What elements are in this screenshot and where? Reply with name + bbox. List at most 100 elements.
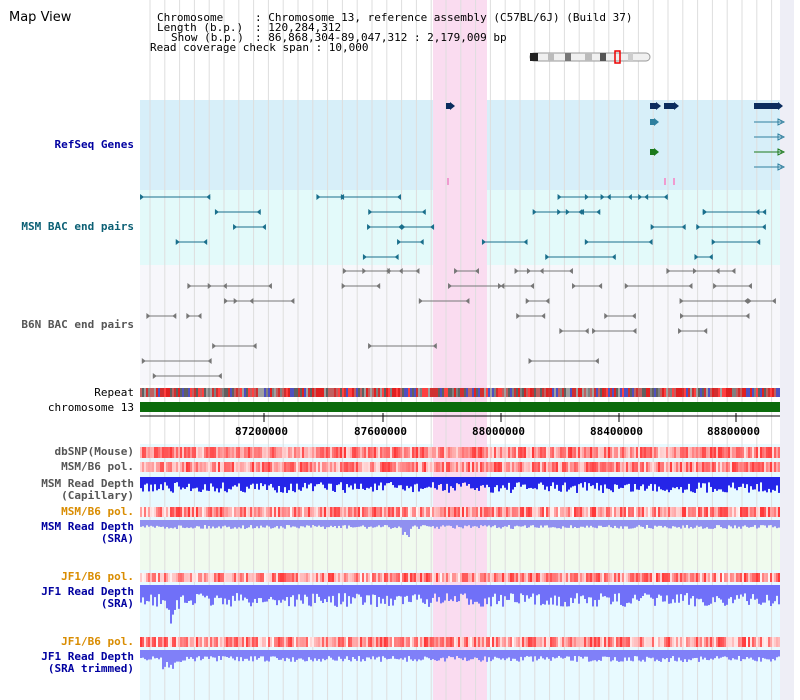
- msm-pol-heat: [502, 462, 504, 472]
- track-label-b6n-bac[interactable]: B6N BAC end pairs: [21, 318, 134, 331]
- msm-depth-capillary-bar: [292, 477, 294, 492]
- dbsnp-heat: [210, 447, 212, 458]
- msm-pol-heat: [616, 462, 618, 472]
- msm-pol-heat: [760, 462, 762, 472]
- msm-depth-sra-bar: [320, 520, 322, 527]
- msm-depth-sra-bar: [566, 520, 568, 528]
- msm-pol2-heat: [732, 507, 734, 517]
- dbsnp-heat: [178, 447, 180, 458]
- msm-pol2-heat: [432, 507, 434, 517]
- msm-pol2-heat: [494, 507, 496, 517]
- jf1-pol2-heat: [570, 637, 572, 647]
- msm-bac-pair-end: [316, 194, 321, 200]
- jf1-depth-trimmed-bar: [206, 650, 208, 657]
- refseq-gene-arrow: [778, 102, 783, 110]
- msm-depth-capillary-bar: [468, 477, 470, 485]
- jf1-depth-trimmed-bar: [472, 650, 474, 660]
- jf1-depth-trimmed-bar: [690, 650, 692, 661]
- refseq-transcript-arrow: [777, 118, 786, 126]
- track-label-jf1-pol-1[interactable]: JF1/B6 pol.: [61, 570, 134, 583]
- jf1-pol2-heat: [350, 637, 352, 647]
- track-label-msm-depth-sra-2[interactable]: (SRA): [100, 532, 134, 545]
- repeat-mark: [220, 388, 222, 397]
- track-label-msm-bac[interactable]: MSM BAC end pairs: [21, 220, 134, 233]
- jf1-depth-trimmed-bar: [540, 650, 542, 657]
- dbsnp-heat: [766, 447, 768, 458]
- jf1-depth-sra-bar: [620, 585, 622, 605]
- msm-pol2-heat: [748, 507, 750, 517]
- jf1-depth-trimmed-bar: [664, 650, 666, 660]
- msm-pol2-heat: [244, 507, 246, 517]
- jf1-depth-sra-bar: [174, 585, 176, 610]
- track-label-msm-depth-capillary-1[interactable]: MSM Read Depth: [41, 477, 134, 490]
- track-label-msm-pol-1[interactable]: MSM/B6 pol.: [61, 460, 134, 473]
- jf1-depth-sra-bar: [496, 585, 498, 605]
- jf1-depth-trimmed-bar: [298, 650, 300, 659]
- track-label-jf1-depth-sra-1[interactable]: JF1 Read Depth: [41, 585, 134, 598]
- msm-pol2-heat: [386, 507, 388, 517]
- track-label-chromosome[interactable]: chromosome 13: [47, 401, 134, 414]
- jf1-pol-heat: [198, 573, 200, 582]
- msm-pol-heat: [156, 462, 158, 472]
- dbsnp-heat: [356, 447, 358, 458]
- dbsnp-heat: [390, 447, 392, 458]
- track-label-refseq[interactable]: RefSeq Genes: [54, 138, 134, 151]
- jf1-pol2-heat: [384, 637, 386, 647]
- repeat-mark: [236, 388, 238, 397]
- repeat-mark: [254, 388, 256, 397]
- jf1-depth-trimmed-bar: [294, 650, 296, 662]
- jf1-depth-trimmed-bar: [686, 650, 688, 662]
- msm-pol-heat: [328, 462, 330, 472]
- jf1-depth-trimmed-bar: [488, 650, 490, 658]
- jf1-depth-sra-bar: [548, 585, 550, 605]
- msm-pol-heat: [504, 462, 506, 472]
- dbsnp-heat: [402, 447, 404, 458]
- track-label-msm-depth-sra-1[interactable]: MSM Read Depth: [41, 520, 134, 533]
- msm-depth-sra-bar: [468, 520, 470, 526]
- msm-pol-heat: [388, 462, 390, 472]
- dbsnp-heat: [322, 447, 324, 458]
- track-label-jf1-depth-trimmed-1[interactable]: JF1 Read Depth: [41, 650, 134, 663]
- msm-depth-capillary-bar: [146, 477, 148, 484]
- msm-depth-sra-bar: [486, 520, 488, 527]
- track-label-repeat[interactable]: Repeat: [94, 386, 134, 399]
- repeat-mark: [734, 388, 736, 397]
- msm-depth-capillary-bar: [722, 477, 724, 492]
- info-chromosome-value: : Chromosome 13, reference assembly (C57…: [255, 11, 633, 24]
- msm-depth-sra-bar: [748, 520, 750, 528]
- repeat-mark: [698, 388, 700, 397]
- repeat-mark: [392, 388, 394, 397]
- msm-pol-heat: [660, 462, 662, 472]
- msm-depth-capillary-bar: [454, 477, 456, 491]
- jf1-depth-sra-bar: [352, 585, 354, 598]
- msm-pol-heat: [234, 462, 236, 472]
- jf1-pol2-heat: [514, 637, 516, 647]
- msm-pol2-heat: [540, 507, 542, 517]
- jf1-pol-heat: [696, 573, 698, 582]
- jf1-pol2-heat: [460, 637, 462, 647]
- track-label-dbsnp[interactable]: dbSNP(Mouse): [54, 445, 134, 458]
- track-label-jf1-pol-2[interactable]: JF1/B6 pol.: [61, 635, 134, 648]
- track-label-jf1-depth-sra-2[interactable]: (SRA): [100, 597, 134, 610]
- repeat-mark: [250, 388, 252, 397]
- jf1-depth-trimmed-bar: [226, 650, 228, 658]
- jf1-depth-trimmed-bar: [172, 650, 174, 669]
- track-label-jf1-depth-trimmed-2[interactable]: (SRA trimmed): [47, 662, 134, 675]
- track-label-msm-pol-2[interactable]: MSM/B6 pol.: [61, 505, 134, 518]
- msm-pol2-heat: [548, 507, 550, 517]
- track-label-msm-depth-capillary-2[interactable]: (Capillary): [61, 489, 134, 502]
- msm-depth-capillary-bar: [162, 477, 164, 491]
- jf1-depth-sra-bar: [176, 585, 178, 601]
- ideogram-band: [530, 53, 538, 61]
- msm-depth-sra-bar: [658, 520, 660, 526]
- dbsnp-heat: [718, 447, 720, 458]
- repeat-mark: [634, 388, 636, 397]
- jf1-pol-heat: [750, 573, 752, 582]
- msm-pol2-heat: [438, 507, 440, 517]
- repeat-mark: [580, 388, 582, 397]
- dbsnp-heat: [190, 447, 192, 458]
- jf1-depth-trimmed-bar: [632, 650, 634, 662]
- jf1-depth-trimmed-bar: [340, 650, 342, 659]
- msm-depth-sra-bar: [458, 520, 460, 527]
